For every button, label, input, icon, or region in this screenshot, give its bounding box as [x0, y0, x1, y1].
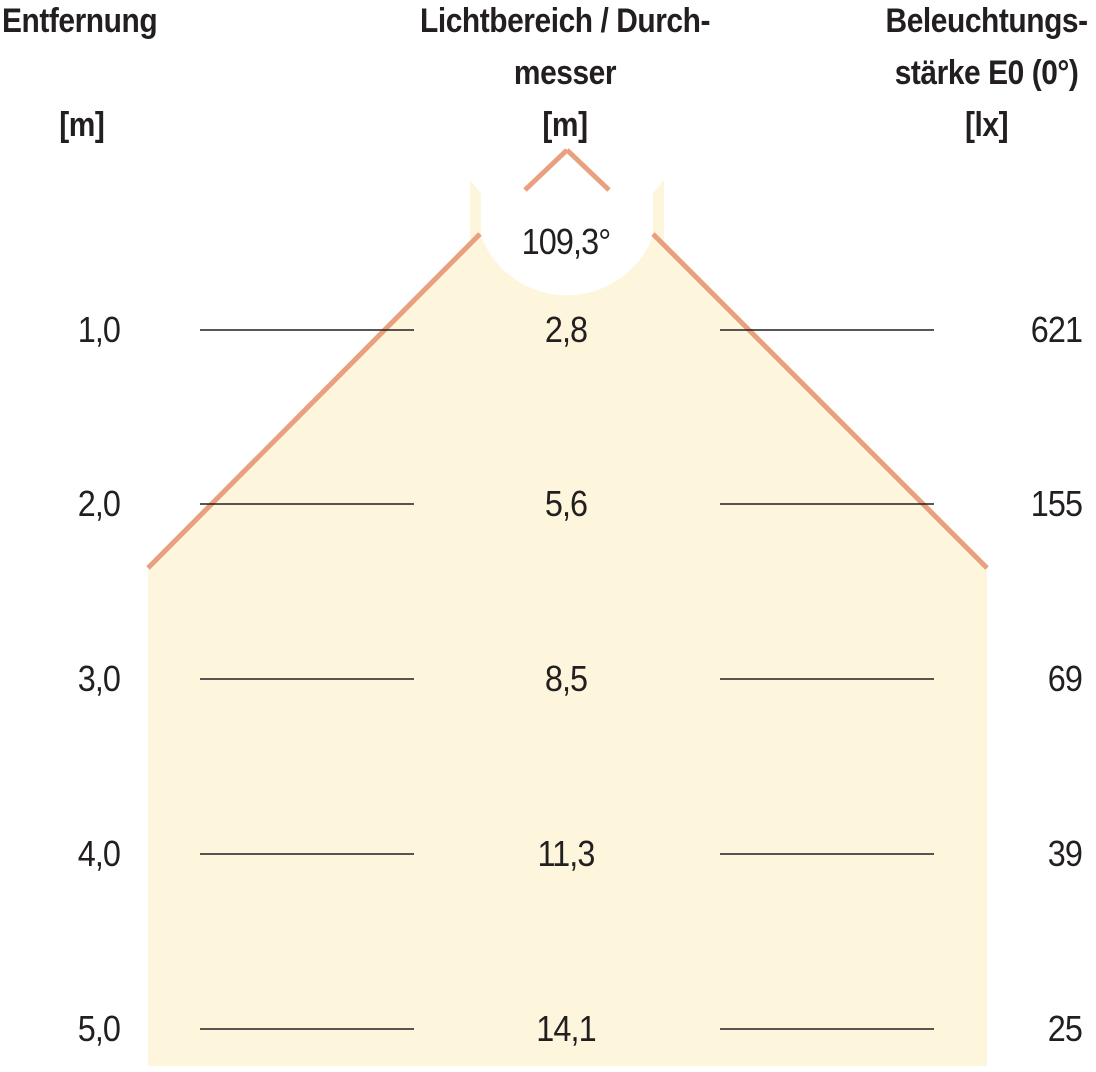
diameter-value-row-4: 11,3 [537, 833, 595, 874]
illuminance-value-row-5: 25 [1047, 1008, 1083, 1049]
distance-value-row-2: 2,0 [77, 483, 121, 524]
header-illuminance: Beleuchtungs- stärke E0 (0°) [lx] [885, 0, 1089, 151]
diameter-value-row-1: 2,8 [544, 309, 588, 350]
distance-value-row-5: 5,0 [77, 1008, 121, 1049]
beam-edge-right [565, 148, 611, 192]
beam-edge-left [523, 148, 569, 192]
beam-angle-label: 109,3° [521, 221, 612, 262]
header-illuminance-title-2: stärke E0 (0°) [895, 54, 1079, 92]
distance-value-row-1: 1,0 [77, 309, 121, 350]
header-distance-title: Entfernung [2, 2, 158, 40]
header-distance-unit: [m] [59, 106, 105, 144]
header-diameter-unit: [m] [542, 106, 588, 144]
header-distance: Entfernung [m] [2, 0, 158, 144]
header-illuminance-unit: [lx] [965, 106, 1009, 144]
distance-value-row-4: 4,0 [77, 833, 121, 874]
angle-arc [481, 140, 653, 296]
illuminance-value-row-3: 69 [1047, 658, 1083, 699]
row-rules [200, 329, 934, 1030]
diameter-value-row-5: 14,1 [536, 1008, 596, 1049]
illuminance-value-row-1: 621 [1030, 309, 1083, 350]
distance-value-row-3: 3,0 [77, 658, 121, 699]
header-diameter-title-1: Lichtbereich / Durch- [419, 2, 711, 40]
beam-cone-fill [148, 150, 987, 1066]
diameter-value-row-2: 5,6 [544, 483, 588, 524]
diameter-value-row-3: 8,5 [544, 658, 588, 699]
beam-edge-right-lower [651, 232, 989, 570]
header-diameter-title-2: messer [513, 54, 617, 92]
beam-edge-left-lower [146, 232, 482, 570]
illuminance-value-row-2: 155 [1030, 483, 1083, 524]
illuminance-value-row-4: 39 [1047, 833, 1083, 874]
header-illuminance-title-1: Beleuchtungs- [885, 2, 1089, 40]
header-diameter: Lichtbereich / Durch- messer [m] [385, 0, 746, 151]
